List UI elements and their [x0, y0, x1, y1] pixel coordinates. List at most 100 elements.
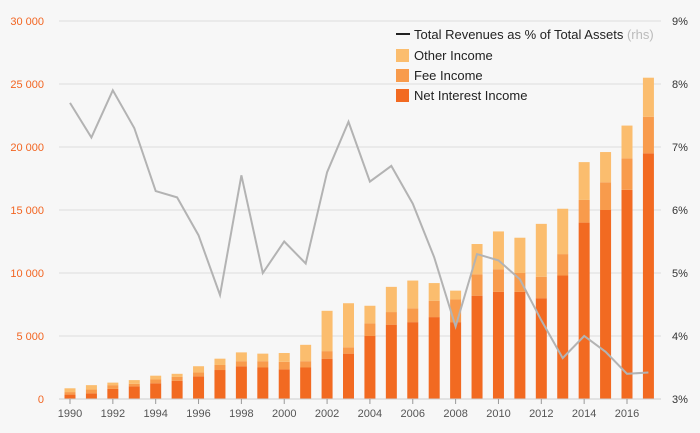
- bar-other-income: [235, 352, 247, 362]
- legend-label-net-interest-income: Net Interest Income: [414, 88, 527, 103]
- bar-net-interest-income: [364, 336, 376, 399]
- bar-net-interest-income: [557, 275, 569, 399]
- left-y-axis: 0 5 000 10 000 15 000 20 000 25 000 30 000: [10, 16, 44, 406]
- y-left-tick-label: 0: [38, 394, 44, 406]
- bar-other-income: [321, 310, 333, 352]
- bar-fee-income: [193, 372, 205, 377]
- bar-net-interest-income: [321, 358, 333, 399]
- bar-other-income: [343, 303, 354, 348]
- bar-net-interest-income: [150, 383, 162, 399]
- bar-other-income: [407, 280, 419, 309]
- x-tick-label: 2006: [401, 408, 425, 420]
- x-tick-label: 1998: [229, 408, 253, 420]
- bar-other-income: [492, 231, 504, 270]
- bar-fee-income: [343, 347, 354, 354]
- bar-fee-income: [214, 364, 226, 371]
- x-tick-label: 2012: [529, 408, 553, 420]
- bar-fee-income: [471, 274, 483, 296]
- bar-fee-income: [257, 361, 269, 368]
- bar-other-income: [428, 283, 440, 301]
- bar-other-income: [107, 382, 119, 386]
- bar-other-income: [621, 125, 633, 159]
- bar-other-income: [171, 373, 183, 377]
- bar-fee-income: [321, 351, 333, 359]
- bar-net-interest-income: [193, 376, 205, 399]
- bar-fee-income: [578, 199, 590, 223]
- y-left-tick-label: 20 000: [10, 142, 44, 154]
- bar-fee-income: [621, 158, 633, 190]
- legend-line-label: Total Revenues as % of Total Assets (rhs…: [414, 27, 654, 42]
- x-tick-label: 1996: [186, 408, 210, 420]
- bar-other-income: [257, 353, 269, 362]
- bar-fee-income: [235, 361, 247, 367]
- bar-fee-income: [278, 361, 290, 370]
- x-tick-label: 2000: [272, 408, 296, 420]
- x-tick-label: 2008: [443, 408, 467, 420]
- bar-other-income: [193, 366, 205, 373]
- legend: Total Revenues as % of Total Assets (rhs…: [396, 27, 654, 103]
- bar-net-interest-income: [621, 189, 633, 399]
- bar-other-income: [300, 344, 312, 362]
- y-right-tick-label: 7%: [672, 142, 688, 154]
- x-tick-label: 1992: [101, 408, 125, 420]
- bar-other-income: [642, 77, 654, 117]
- bar-fee-income: [128, 383, 140, 387]
- legend-swatch-net-interest-income: [396, 89, 409, 102]
- bar-fee-income: [450, 299, 462, 323]
- legend-label-other-income: Other Income: [414, 48, 493, 63]
- bar-other-income: [278, 353, 290, 362]
- bar-net-interest-income: [85, 393, 97, 399]
- bar-other-income: [535, 223, 547, 277]
- bar-net-interest-income: [64, 394, 76, 399]
- bar-net-interest-income: [214, 370, 226, 399]
- bar-fee-income: [107, 385, 119, 389]
- x-tick-label: 2014: [572, 408, 596, 420]
- bar-net-interest-income: [450, 322, 462, 399]
- bar-net-interest-income: [128, 386, 140, 399]
- bar-fee-income: [150, 379, 162, 384]
- bar-fee-income: [364, 323, 376, 336]
- y-right-tick-label: 6%: [672, 205, 688, 217]
- bar-other-income: [85, 385, 97, 390]
- bar-fee-income: [407, 308, 419, 323]
- x-tick-label: 1994: [143, 408, 167, 420]
- bar-other-income: [578, 162, 590, 200]
- y-right-tick-label: 8%: [672, 79, 688, 91]
- bar-net-interest-income: [407, 322, 419, 399]
- legend-label-fee-income: Fee Income: [414, 68, 483, 83]
- bar-fee-income: [492, 269, 504, 292]
- bar-net-interest-income: [385, 324, 397, 399]
- revenue-ratio-line: [69, 88, 649, 375]
- bar-fee-income: [85, 389, 97, 394]
- y-right-tick-label: 9%: [672, 16, 688, 28]
- y-left-tick-label: 15 000: [10, 205, 44, 217]
- bar-fee-income: [171, 376, 183, 381]
- x-tick-label: 2010: [486, 408, 510, 420]
- bar-net-interest-income: [514, 291, 526, 399]
- bar-fee-income: [557, 254, 569, 276]
- bar-net-interest-income: [300, 367, 312, 399]
- gridlines: [59, 20, 661, 400]
- bar-other-income: [364, 305, 376, 324]
- y-left-tick-label: 30 000: [10, 16, 44, 28]
- y-left-tick-label: 10 000: [10, 268, 44, 280]
- bar-net-interest-income: [492, 291, 504, 399]
- bar-other-income: [471, 244, 483, 275]
- bar-other-income: [214, 358, 226, 365]
- y-right-tick-label: 5%: [672, 268, 688, 280]
- bar-other-income: [600, 152, 612, 183]
- bar-net-interest-income: [171, 380, 183, 399]
- bar-net-interest-income: [257, 367, 269, 399]
- bar-fee-income: [535, 276, 547, 299]
- x-tick-label: 2004: [358, 408, 382, 420]
- legend-swatch-other-income: [396, 49, 409, 62]
- right-y-axis: 3% 4% 5% 6% 7% 8% 9%: [672, 16, 688, 406]
- bar-other-income: [64, 388, 76, 393]
- bar-other-income: [128, 380, 140, 384]
- bar-fee-income: [642, 116, 654, 154]
- legend-swatch-fee-income: [396, 69, 409, 82]
- y-left-tick-label: 25 000: [10, 79, 44, 91]
- bar-other-income: [450, 290, 462, 300]
- bar-other-income: [514, 237, 526, 273]
- bar-other-income: [385, 286, 397, 313]
